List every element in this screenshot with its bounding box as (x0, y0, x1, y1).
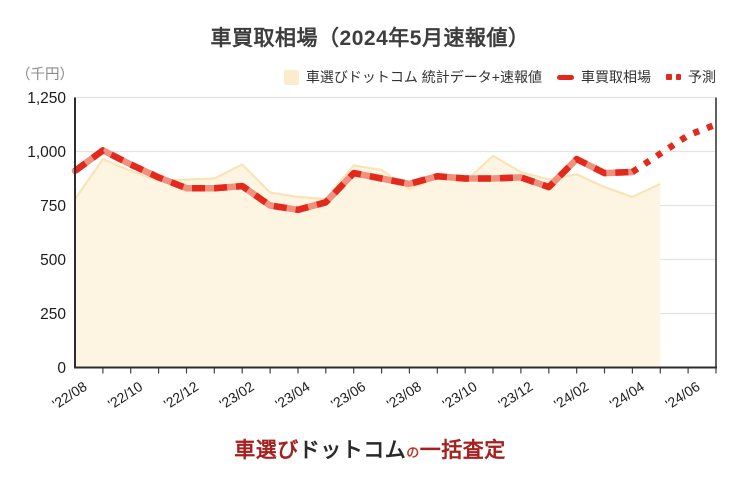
x-axis-tick-label: '24/06 (662, 378, 703, 412)
x-axis-tick-label: '23/10 (439, 378, 480, 412)
x-axis-tick-label: '22/10 (105, 378, 146, 412)
legend-item-statistics: 車選びドットコム 統計データ+速報値 (283, 67, 542, 87)
legend-label-market-price: 車買取相場 (581, 69, 651, 85)
market-price-line (73, 147, 633, 214)
y-axis-tick-label: 500 (40, 252, 66, 269)
chart-title: 車買取相場（2024年5月速報値） (210, 27, 530, 50)
y-axis-tick-label: 1,250 (27, 90, 66, 107)
legend-label-forecast: 予測 (688, 69, 716, 85)
x-axis-tick-label: '22/12 (161, 378, 202, 412)
dash-line-swatch-icon (557, 74, 574, 80)
chart-legend: 車選びドットコム 統計データ+速報値 車買取相場 予測 (0, 67, 740, 87)
logo-part-ikkatsusatei: 一括査定 (419, 439, 506, 462)
y-axis-tick-label: 750 (40, 198, 66, 215)
logo-part-no: の (406, 445, 420, 460)
x-axis-tick-label: '22/08 (49, 378, 90, 412)
legend-item-forecast: 予測 (666, 67, 716, 87)
x-axis-tick-label: '24/02 (551, 378, 592, 412)
logo-part-dotcom: ドットコム (298, 439, 407, 462)
legend-label-statistics: 車選びドットコム 統計データ+速報値 (305, 69, 542, 85)
x-axis-tick-label: '24/04 (607, 378, 648, 412)
legend-item-market-price: 車買取相場 (557, 67, 651, 87)
x-axis-tick-label: '23/02 (216, 378, 257, 412)
y-axis-tick-label: 0 (57, 360, 66, 377)
x-axis-tick-label: '23/04 (272, 378, 313, 412)
y-axis-tick-label: 250 (40, 306, 66, 323)
brand-logo: 車選びドットコムの一括査定 (0, 434, 740, 464)
area-swatch-icon (283, 69, 299, 85)
logo-part-kurumaerabi: 車選び (234, 439, 299, 462)
y-axis-unit-label: （千円） (16, 66, 74, 83)
dotted-line-swatch-icon (666, 74, 681, 80)
y-axis-tick-label: 1,000 (27, 144, 66, 161)
x-axis-tick-label: '23/06 (328, 378, 369, 412)
statistics-area (75, 155, 661, 368)
x-axis-tick-label: '23/12 (495, 378, 536, 412)
x-axis-tick-label: '23/08 (384, 378, 425, 412)
forecast-line (630, 121, 718, 175)
